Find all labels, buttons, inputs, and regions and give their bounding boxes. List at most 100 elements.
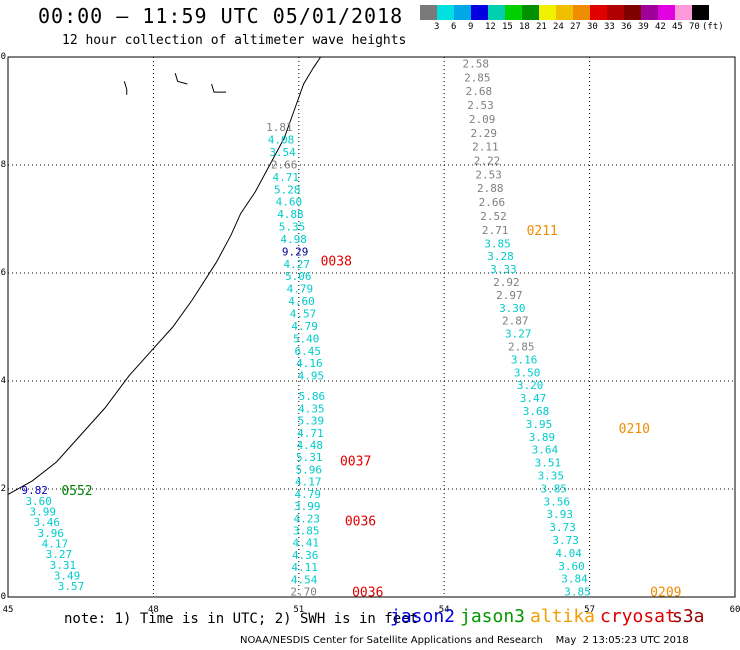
wave-height-value: 3.20 (517, 379, 544, 392)
legend-label: 9 (468, 22, 474, 32)
wave-height-value: 5.40 (293, 332, 320, 345)
satellite-label-s3a: s3a (672, 606, 705, 627)
wave-height-value: 3.89 (529, 431, 556, 444)
legend-swatch (607, 5, 624, 20)
wave-height-value: 2.11 (472, 141, 499, 154)
legend-swatch (437, 5, 454, 20)
wave-height-value: 3.31 (50, 559, 77, 572)
coastline (7, 56, 322, 495)
wave-height-value: 5.06 (285, 270, 312, 283)
legend-label: 27 (570, 22, 581, 32)
wave-height-value: 3.33 (490, 263, 517, 276)
wave-height-value: 3.49 (54, 570, 81, 583)
pass-time-label: 0552 (61, 484, 92, 499)
wave-height-value: 2.66 (271, 158, 298, 171)
legend-swatch (675, 5, 692, 20)
wave-height-value: 3.51 (535, 457, 562, 470)
wave-height-value: 2.68 (466, 85, 493, 98)
legend-label: 30 (587, 22, 598, 32)
legend-label: 45 (672, 22, 683, 32)
wave-height-value: 4.16 (296, 357, 323, 370)
wave-height-value: 3.99 (294, 500, 321, 513)
y-tick-label: 10 (0, 52, 6, 62)
legend-label: 15 (502, 22, 513, 32)
legend-label: 6 (451, 22, 457, 32)
wave-height-value: 2.58 (462, 57, 489, 70)
wave-height-value: 2.53 (475, 168, 502, 181)
wave-height-value: 3.68 (523, 405, 550, 418)
wave-height-value: 4.57 (290, 308, 317, 321)
satellite-label-jason2: jason2 (390, 606, 456, 627)
wave-height-value: 3.16 (511, 353, 538, 366)
wave-height-value: 2.09 (469, 113, 496, 126)
wave-height-value: 4.79 (287, 283, 314, 296)
wave-height-value: 4.60 (276, 196, 303, 209)
y-tick-label: 4 (1, 376, 6, 386)
wave-height-value: 4.27 (283, 258, 310, 271)
wave-height-value: 3.96 (38, 527, 65, 540)
legend-label: 70 (689, 22, 700, 32)
wave-height-value: 5.28 (274, 183, 301, 196)
wave-height-value: 3.99 (29, 505, 56, 518)
satellite-label-cryosat: cryosat (600, 606, 676, 627)
wave-height-value: 2.22 (474, 155, 501, 168)
wave-height-value: 3.85 (293, 525, 320, 538)
wave-height-value: 2.66 (479, 196, 506, 209)
wave-height-value: 4.79 (291, 320, 318, 333)
color-scale-labels: 3 6 9 12 15 18 21 24 27 30 33 36 39 42 45 70 (ft) (420, 22, 730, 34)
wave-height-value: 4.54 (291, 573, 318, 586)
legend-label: 42 (655, 22, 666, 32)
legend-label: 24 (553, 22, 564, 32)
satellite-label-jason3: jason3 (460, 606, 526, 627)
legend-swatch (471, 5, 488, 20)
island-outline (174, 73, 188, 85)
legend-swatch (590, 5, 607, 20)
legend-label: 21 (536, 22, 547, 32)
wave-height-value: 3.64 (532, 444, 559, 457)
wave-height-value: 2.88 (477, 182, 504, 195)
legend-label: 39 (638, 22, 649, 32)
wave-height-value: 3.47 (520, 392, 547, 405)
wave-height-value: 3.46 (34, 516, 61, 529)
wave-height-value: 5.86 (299, 390, 326, 403)
wave-height-value: 3.50 (514, 366, 541, 379)
legend-label: 3 (434, 22, 440, 32)
y-tick-label: 6 (1, 268, 6, 278)
legend-swatch (624, 5, 641, 20)
wave-height-value: 3.57 (58, 580, 85, 593)
legend-label: 36 (621, 22, 632, 32)
wave-height-value: 2.53 (467, 99, 494, 112)
wave-height-value: 1.81 (266, 121, 293, 134)
wave-height-value: 2.52 (480, 210, 507, 223)
wave-height-value: 4.98 (280, 233, 307, 246)
wave-height-value: 3.73 (549, 521, 576, 534)
wave-height-value: 4.79 (295, 488, 322, 501)
color-scale-legend (420, 5, 709, 22)
x-tick-label: 60 (730, 605, 740, 615)
wave-height-value: 4.04 (555, 547, 582, 560)
legend-swatch (488, 5, 505, 20)
wave-height-value: 3.95 (526, 418, 553, 431)
wave-height-value: 3.60 (25, 495, 52, 508)
wave-height-value: 4.35 (298, 402, 325, 415)
wave-height-value: 4.95 (298, 370, 325, 383)
pass-time-label: 0038 (321, 255, 352, 270)
wave-height-value: 3.30 (499, 302, 526, 315)
footer-note: note: 1) Time is in UTC; 2) SWH is in fe… (64, 611, 419, 627)
wave-height-value: 2.85 (464, 71, 491, 84)
wave-height-value: 2.92 (493, 276, 520, 289)
y-tick-label: 2 (1, 484, 6, 494)
wave-height-value: 3.56 (544, 495, 571, 508)
wave-height-value: 2.87 (502, 315, 529, 328)
pass-time-label: 0211 (527, 224, 558, 239)
y-tick-label: 8 (1, 160, 6, 170)
wave-height-value: 3.27 (505, 328, 532, 341)
pass-time-label: 0210 (619, 422, 650, 437)
pass-time-label: 0037 (340, 454, 371, 469)
legend-swatch (692, 5, 709, 20)
wave-height-value: 5.31 (296, 451, 323, 464)
wave-height-value: 5.35 (279, 221, 306, 234)
wave-height-value: 2.71 (482, 224, 509, 237)
